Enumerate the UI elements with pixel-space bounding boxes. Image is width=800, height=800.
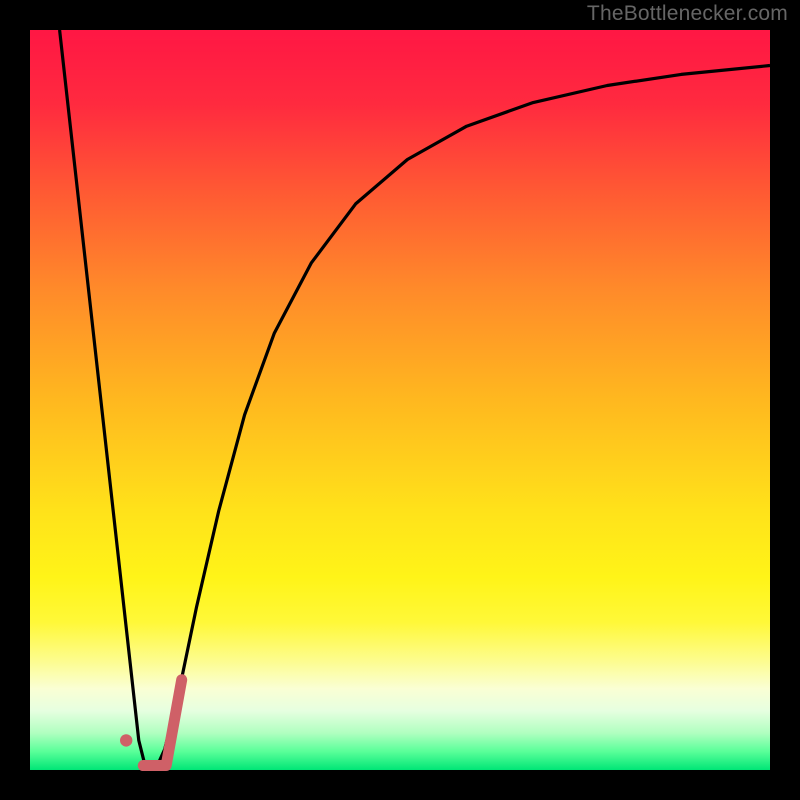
plot-background — [30, 30, 770, 770]
chart-svg — [0, 0, 800, 800]
selection-marker-dot — [120, 734, 132, 746]
chart-frame: TheBottlenecker.com — [0, 0, 800, 800]
watermark-text: TheBottlenecker.com — [587, 2, 788, 26]
